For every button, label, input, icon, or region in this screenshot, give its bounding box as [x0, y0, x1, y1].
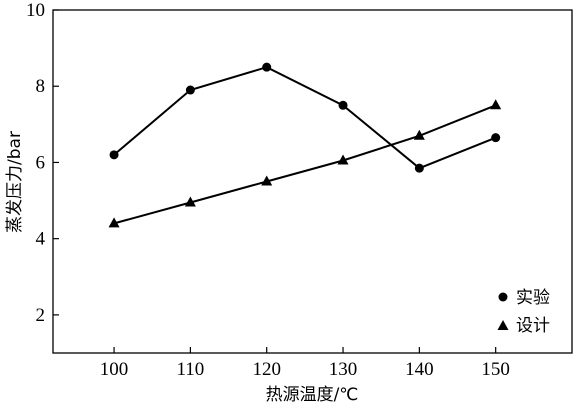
legend-marker-triangle — [497, 320, 509, 330]
x-tick-label: 120 — [252, 359, 281, 380]
x-axis-label: 热源温度/℃ — [266, 385, 359, 405]
legend-label-series-2: 设计 — [516, 316, 550, 336]
y-tick-label: 8 — [36, 76, 46, 97]
data-point-triangle — [337, 154, 349, 165]
data-point-circle — [109, 150, 119, 160]
y-tick-label: 10 — [26, 0, 45, 21]
y-axis-label: 蒸发压力/bar — [5, 131, 25, 233]
legend-marker-circle — [498, 292, 508, 302]
series-line-2 — [113, 104, 497, 225]
x-tick-label: 110 — [176, 359, 204, 380]
data-point-circle — [262, 62, 272, 72]
data-point-circle — [185, 85, 195, 95]
legend-label-series-1: 实验 — [516, 288, 550, 308]
data-point-circle — [414, 163, 424, 173]
data-point-triangle — [184, 196, 196, 207]
series-layer — [108, 62, 502, 228]
data-point-circle — [491, 133, 501, 143]
y-tick-label: 2 — [36, 305, 46, 326]
x-tick-label: 100 — [100, 359, 129, 380]
plot-frame — [52, 9, 573, 354]
data-point-triangle — [413, 129, 425, 140]
data-point-triangle — [108, 217, 120, 228]
y-tick-label: 4 — [36, 229, 46, 250]
data-point-circle — [338, 100, 348, 110]
x-tick-label: 130 — [329, 359, 358, 380]
axis-ticks: 100 110 120 130 140 150 2 4 6 8 10 — [26, 0, 510, 380]
data-point-triangle — [490, 99, 502, 110]
x-tick-label: 150 — [481, 359, 510, 380]
x-tick-label: 140 — [405, 359, 434, 380]
data-point-triangle — [261, 175, 273, 186]
series-line-1 — [113, 66, 497, 170]
y-tick-label: 6 — [36, 152, 46, 173]
legend: 实验 设计 — [497, 288, 550, 336]
